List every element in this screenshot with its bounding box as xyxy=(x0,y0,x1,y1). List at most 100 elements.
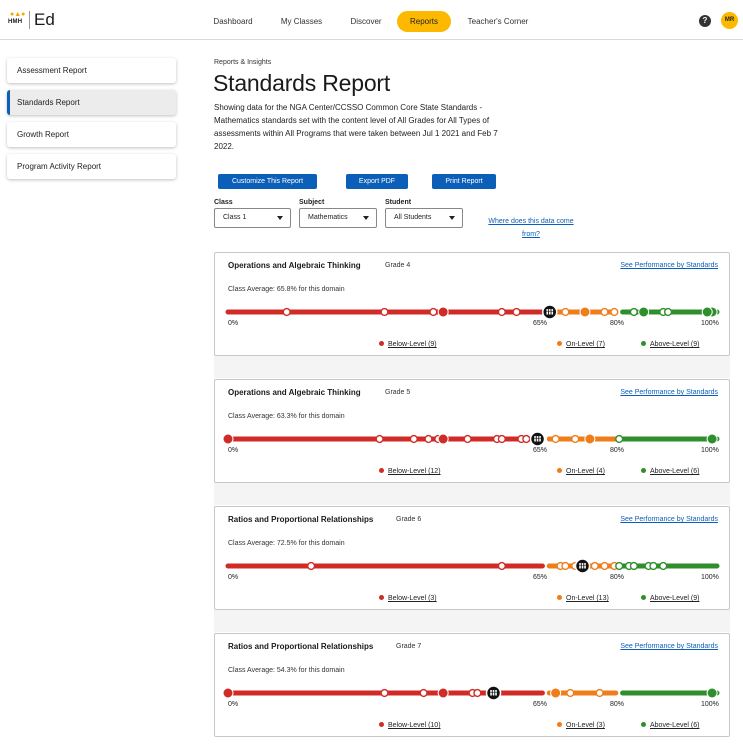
logo-text: HMH xyxy=(8,19,23,25)
student-marker xyxy=(409,434,418,444)
scale-tick-label: 0% xyxy=(228,447,239,454)
logo-dots-icon: ●▲● xyxy=(10,11,26,18)
student-select-value: All Students xyxy=(394,214,432,221)
see-performance-link[interactable]: See Performance by Standards xyxy=(620,516,718,523)
class-select[interactable]: Class 1 xyxy=(214,208,291,228)
grade-label: Grade 6 xyxy=(396,516,422,523)
scale-tick-label: 65% xyxy=(533,701,548,708)
student-cluster-marker xyxy=(222,433,234,445)
scale-tick-label: 100% xyxy=(701,447,719,454)
below-level-legend[interactable]: Below-Level (9) xyxy=(379,341,437,348)
student-select[interactable]: All Students xyxy=(385,208,463,228)
grade-label: Grade 4 xyxy=(385,262,411,269)
student-cluster-marker xyxy=(638,306,650,318)
class-select-value: Class 1 xyxy=(223,214,247,221)
student-marker xyxy=(629,561,638,571)
print-report-button[interactable]: Print Report xyxy=(432,174,496,189)
customize-report-button[interactable]: Customize This Report xyxy=(218,174,317,189)
student-marker xyxy=(282,307,291,317)
top-nav-bar: ●▲● HMH Ed Dashboard My Classes Discover… xyxy=(0,0,743,40)
chevron-down-icon xyxy=(449,216,455,220)
below-level-legend[interactable]: Below-Level (3) xyxy=(379,595,437,602)
student-marker xyxy=(380,307,389,317)
student-marker xyxy=(522,434,531,444)
student-marker xyxy=(429,307,438,317)
class-average-marker xyxy=(485,685,502,701)
nav-teachers-corner[interactable]: Teacher's Corner xyxy=(467,17,529,26)
student-marker xyxy=(497,561,506,571)
class-average-marker xyxy=(529,431,546,447)
legend-label: Above-Level (9) xyxy=(650,341,700,348)
domain-title: Operations and Algebraic Thinking xyxy=(228,388,361,397)
legend-dot xyxy=(379,341,384,346)
nav-reports[interactable]: Reports xyxy=(397,11,451,32)
student-marker xyxy=(424,434,433,444)
student-cluster-marker xyxy=(550,687,562,699)
scale-tick-label: 65% xyxy=(533,574,548,581)
student-filter-label: Student xyxy=(385,199,412,206)
student-marker xyxy=(561,561,570,571)
hmh-logo[interactable]: ●▲● HMH xyxy=(8,10,30,30)
student-marker xyxy=(659,561,668,571)
export-pdf-button[interactable]: Export PDF xyxy=(346,174,408,189)
student-marker xyxy=(571,434,580,444)
below-level-legend[interactable]: Below-Level (12) xyxy=(379,468,441,475)
scale-tick-label: 0% xyxy=(228,701,239,708)
see-performance-link[interactable]: See Performance by Standards xyxy=(620,389,718,396)
performance-track xyxy=(225,558,720,574)
student-marker xyxy=(600,561,609,571)
breadcrumb: Reports & Insights xyxy=(214,59,272,66)
sidebar-item-program-activity-report[interactable]: Program Activity Report xyxy=(7,154,176,179)
student-cluster-marker xyxy=(437,433,449,445)
nav-my-classes[interactable]: My Classes xyxy=(280,17,323,26)
class-average-text: Class Average: 65.8% for this domain xyxy=(228,286,345,293)
legend-dot xyxy=(379,468,384,473)
scale-tick-label: 0% xyxy=(228,320,239,327)
report-description: Showing data for the NGA Center/CCSSO Co… xyxy=(214,103,498,151)
subject-select[interactable]: Mathematics xyxy=(299,208,377,228)
nav-discover[interactable]: Discover xyxy=(350,17,382,26)
page-title: Standards Report xyxy=(213,70,391,96)
performance-track xyxy=(222,431,720,447)
above-level-legend[interactable]: Above-Level (9) xyxy=(641,341,699,348)
student-marker xyxy=(629,307,638,317)
class-average-marker xyxy=(574,558,591,574)
above-level-legend[interactable]: Above-Level (6) xyxy=(641,722,699,729)
scale-tick-label: 80% xyxy=(610,320,625,327)
sidebar-item-standards-report[interactable]: Standards Report xyxy=(7,90,176,115)
logo-divider xyxy=(29,11,30,29)
student-marker xyxy=(380,688,389,698)
student-marker xyxy=(664,307,673,317)
above-level-legend[interactable]: Above-Level (6) xyxy=(641,468,699,475)
see-performance-link[interactable]: See Performance by Standards xyxy=(620,262,718,269)
student-marker xyxy=(649,561,658,571)
legend-dot xyxy=(641,468,646,473)
performance-track xyxy=(225,304,720,320)
data-source-link[interactable]: Where does this data come from? xyxy=(488,218,574,238)
on-level-legend[interactable]: On-Level (7) xyxy=(557,341,605,348)
above-level-legend[interactable]: Above-Level (9) xyxy=(641,595,699,602)
on-level-legend[interactable]: On-Level (4) xyxy=(557,468,605,475)
help-icon[interactable]: ? xyxy=(699,15,711,27)
legend-dot xyxy=(557,468,562,473)
domain-title: Ratios and Proportional Relationships xyxy=(228,642,374,651)
see-performance-link[interactable]: See Performance by Standards xyxy=(620,643,718,650)
sidebar-item-assessment-report[interactable]: Assessment Report xyxy=(7,58,176,83)
sidebar-item-growth-report[interactable]: Growth Report xyxy=(7,122,176,147)
nav-dashboard[interactable]: Dashboard xyxy=(213,17,253,26)
student-cluster-marker xyxy=(437,687,449,699)
card-gap xyxy=(214,356,730,378)
legend-label: On-Level (3) xyxy=(566,722,605,729)
on-level-legend[interactable]: On-Level (3) xyxy=(557,722,605,729)
on-level-legend[interactable]: On-Level (13) xyxy=(557,595,609,602)
domain-card: Ratios and Proportional Relationships Gra… xyxy=(214,633,730,737)
chevron-down-icon xyxy=(363,216,369,220)
domain-card: Operations and Algebraic Thinking Grade 4… xyxy=(214,252,730,356)
legend-label: Above-Level (6) xyxy=(650,722,700,729)
legend-dot xyxy=(557,595,562,600)
user-avatar[interactable]: MR xyxy=(721,12,738,29)
student-marker xyxy=(473,688,482,698)
domain-title: Ratios and Proportional Relationships xyxy=(228,515,374,524)
legend-dot xyxy=(641,722,646,727)
below-level-legend[interactable]: Below-Level (10) xyxy=(379,722,441,729)
